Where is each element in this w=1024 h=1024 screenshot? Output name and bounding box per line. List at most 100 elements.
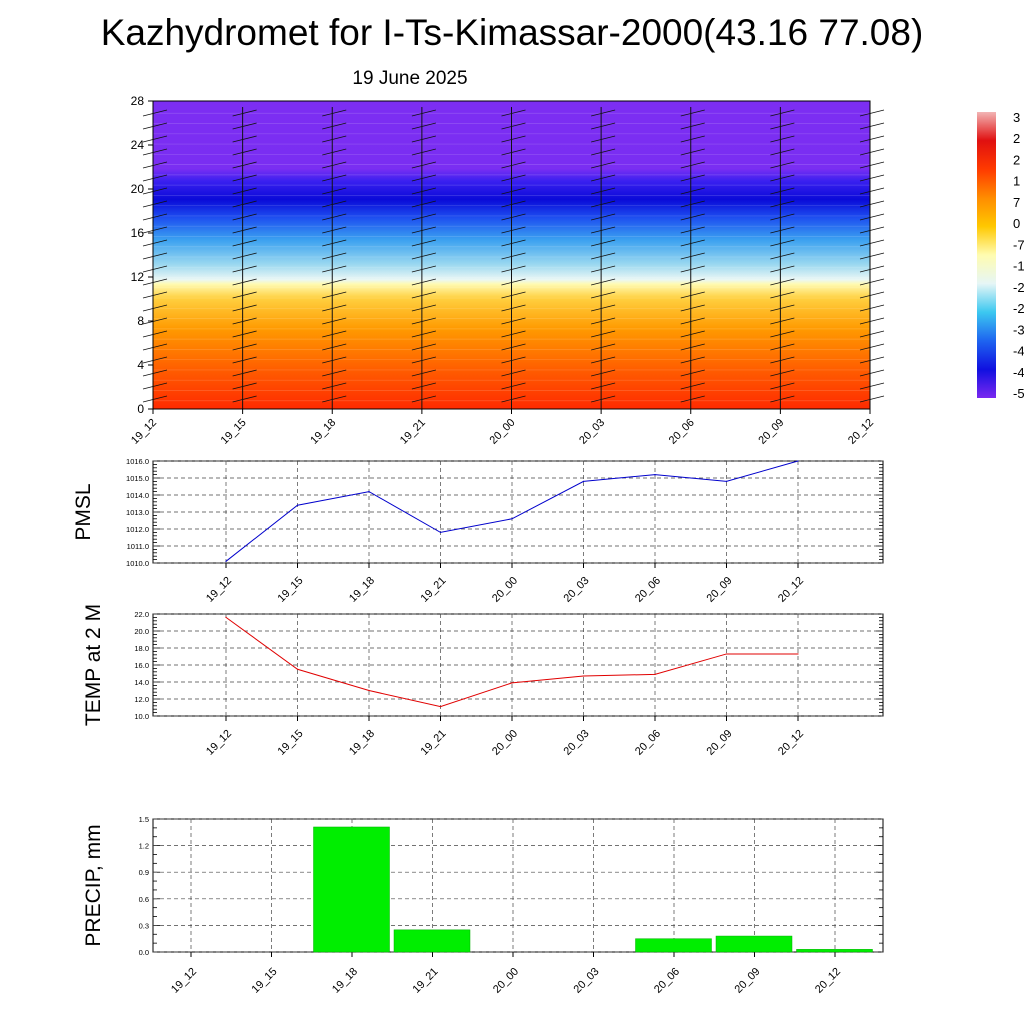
wind-barb	[680, 369, 705, 377]
temp2m-point	[296, 668, 299, 670]
y-tick-label: 10.0	[134, 712, 149, 721]
wind-barb	[232, 382, 257, 390]
wind-barb	[501, 213, 526, 221]
x-tick-label: 19_18	[308, 417, 338, 447]
y-tick-label: 0.3	[139, 921, 149, 930]
wind-barb	[322, 226, 347, 234]
wind-barb	[770, 135, 795, 143]
wind-barb	[501, 239, 526, 247]
precip-y-label: PRECIP, mm	[82, 824, 105, 946]
colorbar-label: 2	[1013, 152, 1020, 167]
wind-barb	[232, 161, 257, 169]
wind-barb	[501, 343, 526, 351]
wind-barb	[591, 356, 616, 364]
colorbar-label: 3	[1013, 110, 1020, 125]
temp2m-y-label: TEMP at 2 M	[82, 604, 105, 726]
wind-barb	[322, 382, 347, 390]
wind-barb	[680, 317, 705, 325]
y-tick-label: 1.2	[139, 842, 149, 851]
wind-barb	[411, 174, 436, 182]
wind-barb	[142, 330, 168, 338]
wind-barb	[501, 356, 526, 364]
x-tick-label: 20_00	[490, 728, 520, 758]
wind-barb	[142, 291, 168, 299]
wind-barb	[770, 382, 795, 390]
colorbar-label: -4	[1013, 344, 1024, 359]
wind-barb	[680, 291, 705, 299]
wind-barb	[770, 239, 795, 247]
wind-barb	[859, 317, 885, 325]
x-tick-label: 19_15	[219, 417, 249, 447]
wind-barb	[322, 317, 347, 325]
wind-barb	[859, 226, 885, 234]
wind-barb	[322, 187, 347, 195]
wind-barb	[232, 317, 257, 325]
wind-barb	[591, 109, 616, 117]
wind-barb	[501, 265, 526, 273]
x-tick-label: 19_21	[419, 575, 449, 605]
wind-barb	[322, 148, 347, 156]
wind-barb	[142, 200, 168, 208]
wind-barb	[142, 135, 168, 143]
temp2m-point	[368, 689, 370, 692]
x-tick-label: 20_00	[491, 966, 521, 996]
wind-barb	[859, 239, 885, 247]
wind-barb	[591, 278, 616, 286]
y-tick-label: 12.0	[134, 695, 149, 704]
wind-barb	[142, 356, 168, 364]
wind-barb	[680, 226, 705, 234]
wind-barb	[680, 265, 705, 273]
wind-barb	[859, 213, 885, 221]
wind-barb	[232, 330, 257, 338]
wind-barb	[859, 148, 885, 156]
wind-barb	[680, 122, 705, 130]
wind-barb	[591, 226, 616, 234]
wind-barb	[232, 252, 257, 260]
wind-barb	[142, 148, 168, 156]
x-tick-label: 20_12	[776, 575, 806, 605]
wind-barb	[501, 226, 526, 234]
wind-barb	[680, 109, 705, 117]
wind-barb	[680, 330, 705, 338]
wind-barb	[232, 122, 257, 130]
wind-barb	[591, 304, 616, 312]
y-tick-label: 24	[131, 138, 145, 152]
wind-barb	[859, 187, 885, 195]
wind-barb	[142, 369, 168, 377]
temp2m-point	[654, 673, 656, 675]
wind-barb	[770, 304, 795, 312]
wind-barb	[501, 187, 526, 195]
wind-barb	[142, 226, 168, 234]
wind-barb	[501, 382, 526, 390]
wind-barb	[770, 187, 795, 195]
wind-barb	[591, 200, 616, 208]
temp2m-point	[511, 682, 513, 684]
y-tick-label: 4	[137, 358, 144, 372]
wind-barb	[859, 356, 885, 364]
colorbar-label: -3	[1013, 322, 1024, 337]
wind-barb	[591, 187, 616, 195]
x-tick-label: 20_09	[756, 417, 786, 447]
temp2m-point	[225, 616, 227, 619]
wind-barb	[411, 148, 436, 156]
y-tick-label: 1013.0	[126, 508, 149, 517]
y-tick-label: 0	[137, 402, 144, 416]
wind-barb	[322, 109, 347, 117]
x-tick-label: 20_12	[846, 417, 876, 447]
wind-barb	[232, 395, 257, 403]
y-tick-label: 0.0	[139, 948, 149, 957]
wind-barb	[232, 265, 257, 273]
x-tick-label: 20_09	[705, 575, 735, 605]
wind-barb	[859, 343, 885, 351]
colorbar-label: -4	[1013, 365, 1024, 380]
wind-barb	[411, 239, 436, 247]
wind-barb	[591, 252, 616, 260]
wind-barb	[859, 304, 885, 312]
wind-barb	[232, 291, 257, 299]
wind-barb	[501, 109, 526, 117]
wind-barb	[591, 122, 616, 130]
x-tick-label: 19_12	[204, 575, 234, 605]
colorbar-label: 2	[1013, 131, 1020, 146]
wind-barb	[591, 291, 616, 299]
x-tick-label: 20_06	[633, 728, 663, 758]
